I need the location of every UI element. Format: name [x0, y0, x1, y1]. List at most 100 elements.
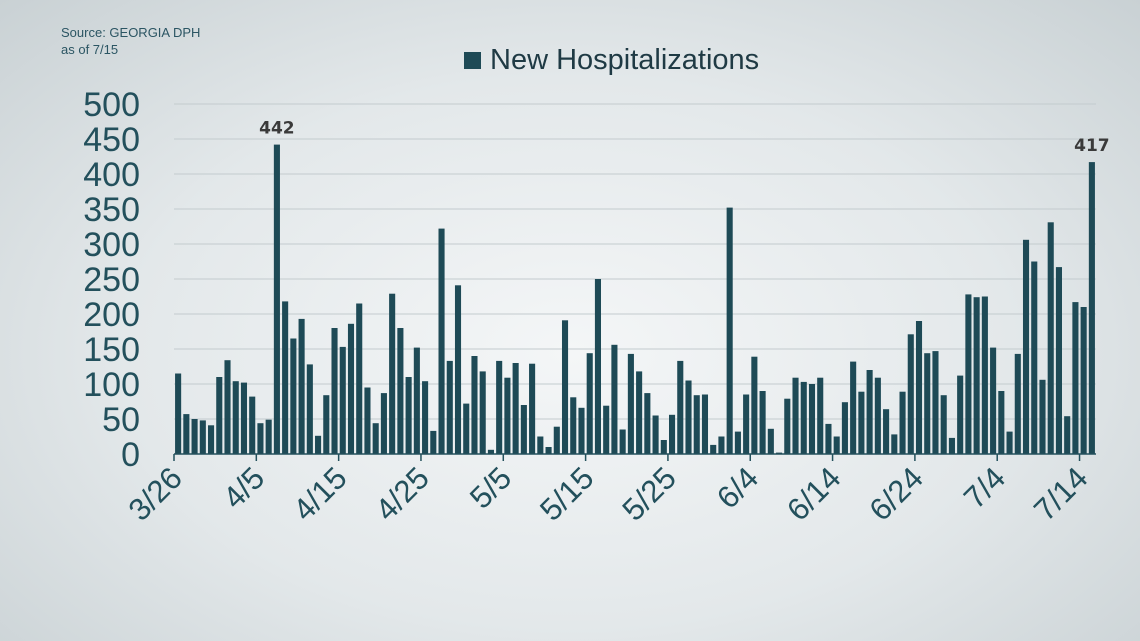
bar — [356, 303, 363, 454]
bar — [265, 419, 272, 454]
bar — [199, 420, 206, 454]
y-tick-label: 450 — [83, 121, 140, 159]
bar — [850, 361, 857, 454]
bar — [339, 346, 346, 454]
y-tick-label: 0 — [121, 436, 140, 474]
y-tick-label: 50 — [102, 401, 140, 439]
y-tick-label: 200 — [83, 296, 140, 334]
bar — [800, 381, 807, 454]
bar — [553, 426, 560, 454]
bar — [603, 405, 610, 454]
bar — [1031, 261, 1038, 454]
bar — [240, 382, 248, 454]
y-tick-label: 350 — [83, 191, 140, 229]
bar — [438, 228, 445, 454]
x-tick-label: 5/25 — [615, 460, 682, 527]
bar — [413, 347, 420, 454]
x-tick-label: 5/5 — [463, 460, 518, 515]
bar — [446, 360, 453, 454]
bar — [1064, 416, 1071, 454]
x-tick-label: 5/15 — [533, 460, 600, 527]
bar — [644, 393, 651, 454]
bar — [1039, 379, 1046, 454]
source-line: Source: GEORGIA DPH — [61, 25, 201, 40]
bar — [586, 353, 593, 454]
bar — [973, 297, 980, 454]
y-tick-label: 250 — [83, 261, 140, 299]
x-tick-label: 4/15 — [286, 460, 353, 527]
bar — [364, 387, 371, 454]
bar — [323, 395, 330, 454]
bar — [792, 377, 799, 454]
bar — [594, 279, 602, 454]
bar — [636, 371, 643, 454]
bar — [422, 381, 429, 454]
x-tick-label: 7/14 — [1027, 460, 1094, 527]
bar — [833, 436, 840, 454]
bar — [998, 391, 1005, 454]
legend-swatch — [464, 52, 481, 69]
bar — [611, 344, 618, 454]
data-label: 417 — [1074, 136, 1110, 156]
bar — [668, 414, 676, 454]
x-tick-label: 6/24 — [862, 460, 929, 527]
bar — [710, 444, 717, 454]
bar — [216, 377, 223, 454]
bar — [1080, 307, 1087, 454]
bar — [331, 328, 338, 454]
bar — [1047, 222, 1054, 454]
bar — [883, 409, 890, 454]
bar — [957, 375, 964, 454]
data-label: 442 — [259, 119, 295, 139]
bar — [767, 428, 774, 454]
bar — [405, 377, 412, 454]
bar — [660, 440, 667, 454]
bar — [315, 435, 322, 454]
bar — [380, 393, 387, 454]
bar — [249, 396, 256, 454]
bar — [347, 323, 355, 454]
bar — [520, 405, 527, 454]
bar — [981, 296, 988, 454]
x-tick-label: 4/25 — [368, 460, 435, 527]
bar — [537, 436, 544, 454]
bar — [306, 364, 313, 454]
bar — [677, 360, 684, 454]
bar — [759, 391, 766, 454]
bar — [191, 419, 198, 454]
y-tick-label: 500 — [83, 86, 140, 124]
bar — [693, 395, 700, 454]
bar — [1072, 302, 1079, 454]
bar — [207, 425, 215, 454]
bar — [734, 431, 741, 454]
bar — [965, 294, 972, 454]
bar — [290, 338, 297, 454]
bar — [463, 403, 470, 454]
x-tick-label: 6/14 — [780, 460, 847, 527]
bar — [718, 436, 725, 454]
y-tick-label: 400 — [83, 156, 140, 194]
bar — [561, 320, 569, 454]
bar — [175, 373, 182, 454]
bar — [874, 377, 881, 454]
bar — [504, 377, 511, 454]
x-tick-label: 4/5 — [216, 460, 271, 515]
bar — [940, 395, 947, 454]
bar — [751, 356, 758, 454]
chart-legend: New Hospitalizations — [464, 44, 759, 77]
bar — [1014, 353, 1021, 454]
bar — [570, 397, 577, 454]
y-tick-label: 100 — [83, 366, 140, 404]
bar — [899, 391, 906, 454]
bar — [619, 429, 626, 454]
bar — [496, 360, 503, 454]
bar — [471, 356, 478, 454]
legend-label: New Hospitalizations — [490, 44, 760, 76]
bar — [1006, 431, 1013, 454]
bar — [685, 380, 692, 454]
bar — [825, 423, 832, 454]
source-note: Source: GEORGIA DPH as of 7/15 — [61, 24, 200, 58]
bar — [512, 363, 519, 454]
bar — [858, 391, 865, 454]
